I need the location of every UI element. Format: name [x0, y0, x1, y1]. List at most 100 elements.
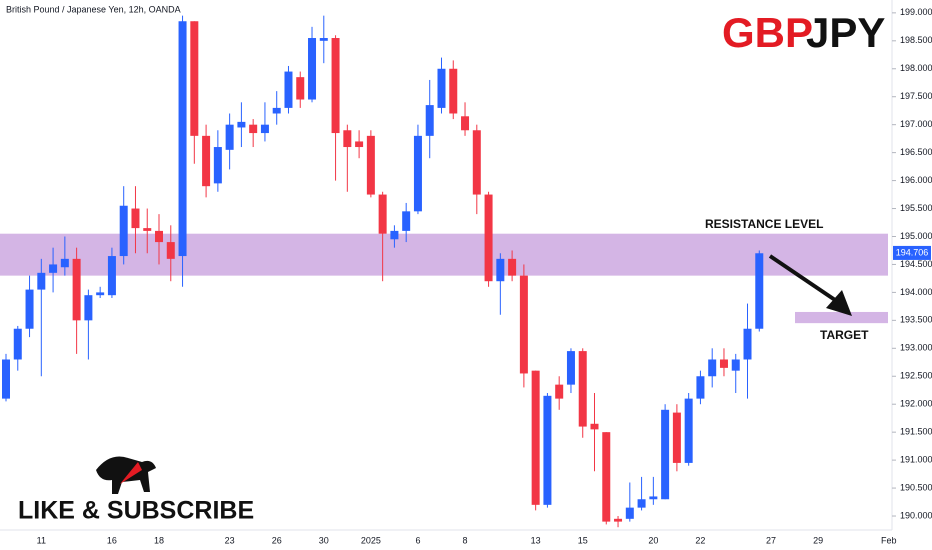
candle-body	[602, 432, 611, 522]
candle-body	[260, 124, 269, 134]
chart-title: British Pound / Japanese Yen, 12h, OANDA	[6, 4, 181, 14]
y-tick-label: 193.000	[900, 343, 932, 353]
candle-body	[355, 141, 364, 148]
candle-body	[331, 38, 340, 134]
y-tick-label: 194.500	[900, 259, 932, 269]
candle-body	[96, 292, 105, 296]
candle-body	[566, 351, 575, 385]
x-tick-label: 11	[37, 535, 46, 545]
candle-body	[519, 275, 528, 374]
candle-body	[213, 147, 222, 184]
candle-body	[107, 256, 116, 296]
y-tick-label: 195.000	[900, 231, 932, 241]
y-tick-label: 195.500	[900, 203, 932, 213]
candle-body	[614, 518, 623, 522]
logo-icon	[96, 456, 156, 494]
candle-body	[237, 121, 246, 128]
logo-text: LIKE & SUBSCRIBE	[18, 497, 254, 525]
candle-body	[296, 77, 305, 100]
candle-body	[508, 258, 517, 276]
x-tick-label: 8	[463, 535, 468, 545]
candle-body	[202, 135, 211, 187]
y-tick-label: 191.500	[900, 427, 932, 437]
y-tick-label: 196.000	[900, 175, 932, 185]
y-tick-label: 198.000	[900, 63, 932, 73]
candle-body	[272, 107, 281, 114]
candle-body	[131, 208, 140, 229]
candle-body	[284, 71, 293, 108]
x-tick-label: 23	[225, 535, 235, 545]
x-tick-label: 20	[648, 535, 658, 545]
candle-body	[472, 130, 481, 195]
x-tick-label: 2025	[361, 535, 381, 545]
candle-body	[755, 253, 764, 329]
x-tick-label: 30	[319, 535, 329, 545]
candle-body	[119, 205, 128, 257]
candle-body	[555, 384, 564, 399]
candle-body	[672, 412, 681, 463]
candle-body	[625, 507, 634, 519]
candle-body	[390, 230, 399, 240]
x-tick-label: 18	[154, 535, 164, 545]
candle-body	[84, 295, 93, 321]
candle-body	[378, 194, 387, 234]
candle-body	[155, 230, 164, 243]
zone	[795, 311, 888, 324]
candle-body	[49, 264, 58, 273]
candle-body	[696, 376, 705, 399]
symbol-part: JPY	[806, 9, 885, 56]
y-tick-label: 193.500	[900, 315, 932, 325]
candle-body	[731, 359, 740, 371]
candle-body	[225, 124, 234, 150]
arrow	[768, 254, 852, 316]
zone-label: RESISTANCE LEVEL	[705, 217, 823, 231]
candle-body	[637, 499, 646, 508]
y-tick-label: 196.500	[900, 147, 932, 157]
candle-body	[484, 194, 493, 282]
x-tick-label: 6	[415, 535, 420, 545]
x-tick-label: 22	[695, 535, 705, 545]
y-tick-label: 197.000	[900, 119, 932, 129]
candle-body	[661, 409, 670, 500]
y-tick-label: 192.000	[900, 399, 932, 409]
candle-body	[578, 351, 587, 427]
y-tick-label: 199.000	[900, 7, 932, 17]
x-tick-label: 15	[578, 535, 588, 545]
candle-body	[166, 242, 175, 259]
zone	[0, 233, 888, 276]
candle-body	[190, 21, 199, 136]
candle-body	[60, 258, 69, 268]
y-tick-label: 190.000	[900, 510, 932, 520]
candle-body	[25, 289, 34, 329]
price-tag-label: 194.706	[896, 247, 929, 257]
candle-body	[649, 496, 658, 500]
candle-body	[743, 328, 752, 360]
candle-body	[449, 68, 458, 114]
candle-body	[143, 228, 152, 231]
x-tick-label: 29	[813, 535, 823, 545]
price-tag	[893, 245, 931, 260]
x-tick-label: 26	[272, 535, 282, 545]
candle-body	[708, 359, 717, 377]
candle-body	[719, 359, 728, 368]
candle-body	[461, 116, 470, 131]
candle-body	[413, 135, 422, 212]
y-tick-label: 192.500	[900, 371, 932, 381]
candle-body	[249, 124, 258, 134]
candle-body	[543, 395, 552, 505]
y-tick-label: 190.500	[900, 482, 932, 492]
zones	[0, 233, 888, 324]
candle-body	[72, 258, 81, 321]
zone-label: TARGET	[820, 328, 869, 342]
x-tick-label: 27	[766, 535, 776, 545]
candle-body	[37, 272, 46, 290]
y-tick-label: 194.000	[900, 287, 932, 297]
candle-body	[2, 359, 10, 399]
candle-body	[366, 135, 375, 195]
candle-body	[308, 38, 317, 100]
candle-body	[343, 130, 352, 148]
candle-body	[496, 258, 505, 282]
candle-body	[684, 398, 693, 463]
symbol-part: GBP	[722, 9, 813, 56]
